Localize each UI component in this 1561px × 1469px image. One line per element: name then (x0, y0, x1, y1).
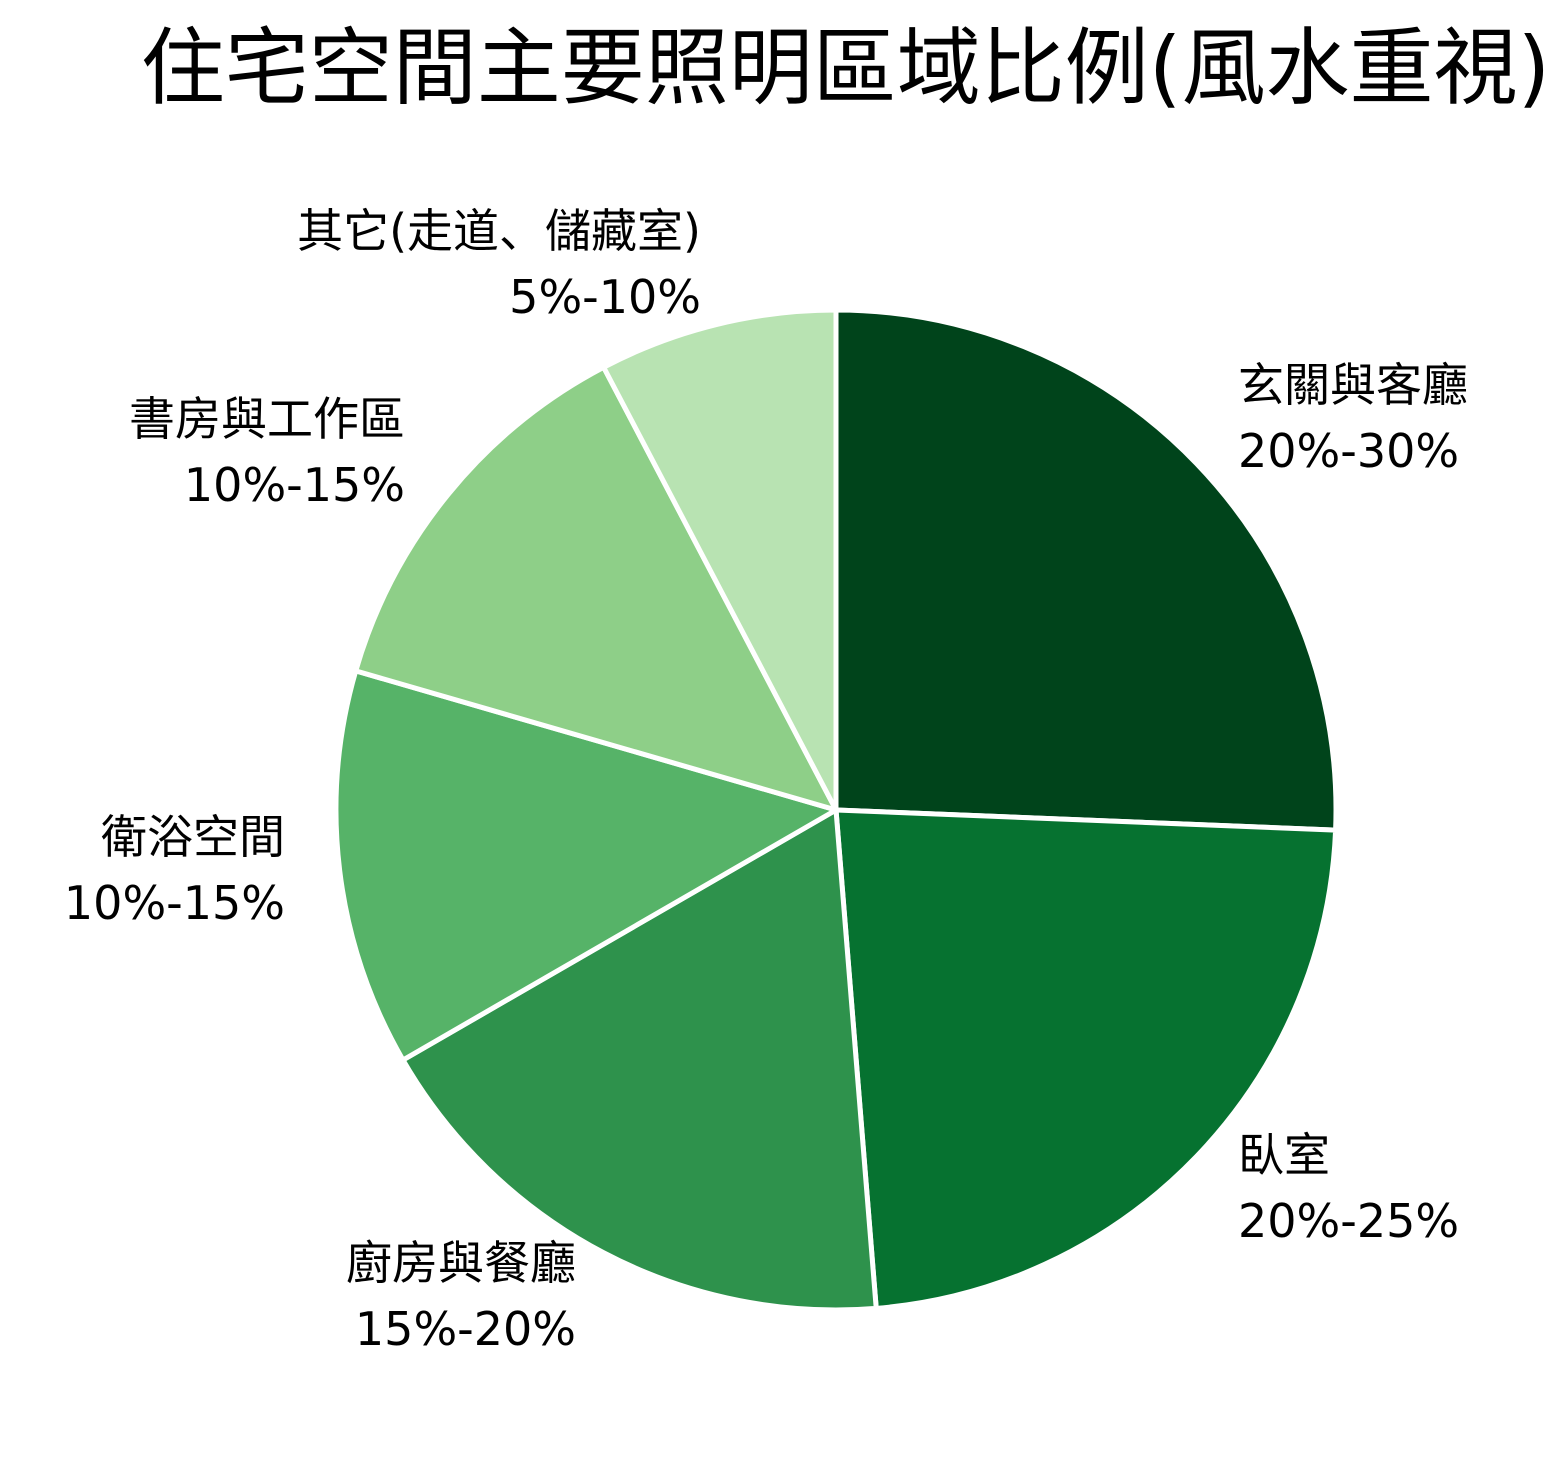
pie-slice-0 (833, 307, 1339, 833)
pie-slice-4 (353, 364, 839, 813)
pie-slice-1 (833, 807, 1339, 1311)
label-entrance-living: 玄關與客廳 20%-30% (1238, 358, 1468, 478)
label-other: 其它(走道、儲藏室) 5%-10% (297, 204, 701, 324)
pie-slice-2 (400, 807, 879, 1313)
pie-slices (333, 307, 1339, 1313)
pie-slice-5 (601, 307, 839, 813)
pie-slice-3 (333, 668, 839, 1063)
label-study-work: 書房與工作區 10%-15% (129, 392, 405, 512)
label-bathroom: 衛浴空間 10%-15% (63, 810, 285, 930)
label-bedroom: 臥室 20%-25% (1238, 1128, 1460, 1248)
label-kitchen-dining: 廚房與餐廳 15%-20% (346, 1236, 576, 1356)
chart-title: 住宅空間主要照明區域比例(風水重視) (140, 19, 1551, 117)
